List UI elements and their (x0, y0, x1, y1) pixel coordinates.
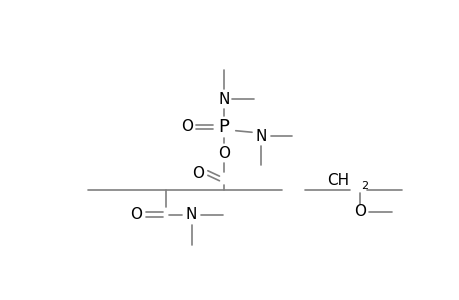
Text: N: N (185, 207, 197, 222)
Text: O: O (218, 146, 230, 160)
Text: P: P (218, 118, 229, 136)
Text: N: N (218, 92, 230, 106)
Text: CH: CH (326, 173, 348, 188)
Text: O: O (180, 119, 192, 134)
Text: O: O (353, 204, 365, 219)
Text: O: O (130, 207, 142, 222)
Text: O: O (192, 166, 204, 181)
Text: N: N (255, 129, 266, 144)
Text: 2: 2 (360, 181, 368, 191)
